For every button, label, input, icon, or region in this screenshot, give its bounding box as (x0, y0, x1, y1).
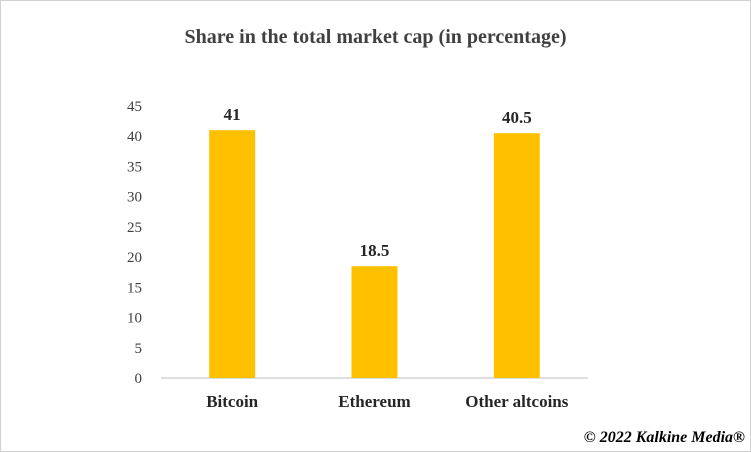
category-label: Bitcoin (206, 392, 258, 411)
y-tick-label: 25 (127, 220, 142, 236)
copyright-text: © 2022 Kalkine Media® (583, 429, 745, 446)
y-tick-label: 40 (127, 129, 142, 145)
y-tick-label: 45 (127, 99, 142, 115)
chart-title: Share in the total market cap (in percen… (184, 26, 567, 48)
y-tick-label: 0 (135, 371, 143, 387)
y-tick-label: 15 (127, 280, 142, 296)
bar (351, 266, 398, 378)
y-tick-label: 10 (127, 311, 142, 327)
category-label: Ethereum (338, 392, 410, 411)
y-tick-label: 35 (127, 159, 142, 175)
y-tick-label: 30 (127, 190, 142, 206)
category-labels: Bitcoin Ethereum Other altcoins (206, 392, 569, 411)
bar (209, 130, 256, 378)
data-label: 41 (224, 105, 241, 124)
bar (493, 133, 540, 378)
bars (209, 130, 540, 378)
category-label: Other altcoins (465, 392, 568, 411)
y-tick-label: 5 (135, 341, 143, 357)
y-axis-ticks: 0 5 10 15 20 25 30 35 40 45 (127, 99, 142, 387)
y-tick-label: 20 (127, 250, 142, 266)
data-labels: 41 18.5 40.5 (224, 105, 532, 260)
data-label: 40.5 (502, 108, 532, 127)
data-label: 18.5 (360, 241, 390, 260)
